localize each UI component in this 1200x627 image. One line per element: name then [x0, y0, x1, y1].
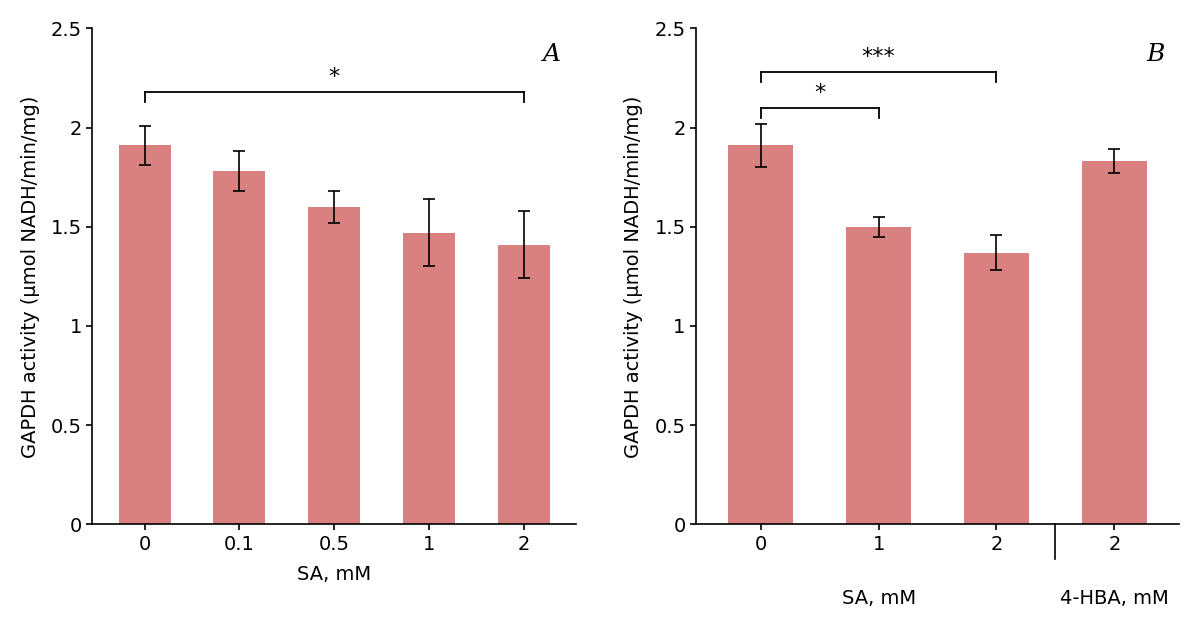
Text: *: * — [814, 83, 826, 103]
Bar — [846, 227, 911, 524]
Text: ***: *** — [862, 47, 895, 67]
Bar — [964, 253, 1028, 524]
Text: B: B — [1146, 43, 1165, 66]
X-axis label: SA, mM: SA, mM — [298, 565, 371, 584]
Text: 4-HBA, mM: 4-HBA, mM — [1060, 589, 1169, 608]
Y-axis label: GAPDH activity (μmol NADH/min/mg): GAPDH activity (μmol NADH/min/mg) — [20, 95, 40, 458]
Text: SA, mM: SA, mM — [841, 589, 916, 608]
Bar — [728, 145, 793, 524]
Bar — [498, 245, 550, 524]
Y-axis label: GAPDH activity (μmol NADH/min/mg): GAPDH activity (μmol NADH/min/mg) — [624, 95, 643, 458]
Bar — [214, 171, 265, 524]
Text: *: * — [329, 67, 340, 87]
Text: A: A — [544, 43, 562, 66]
Bar — [308, 207, 360, 524]
Bar — [403, 233, 455, 524]
Bar — [119, 145, 170, 524]
Bar — [1082, 161, 1147, 524]
